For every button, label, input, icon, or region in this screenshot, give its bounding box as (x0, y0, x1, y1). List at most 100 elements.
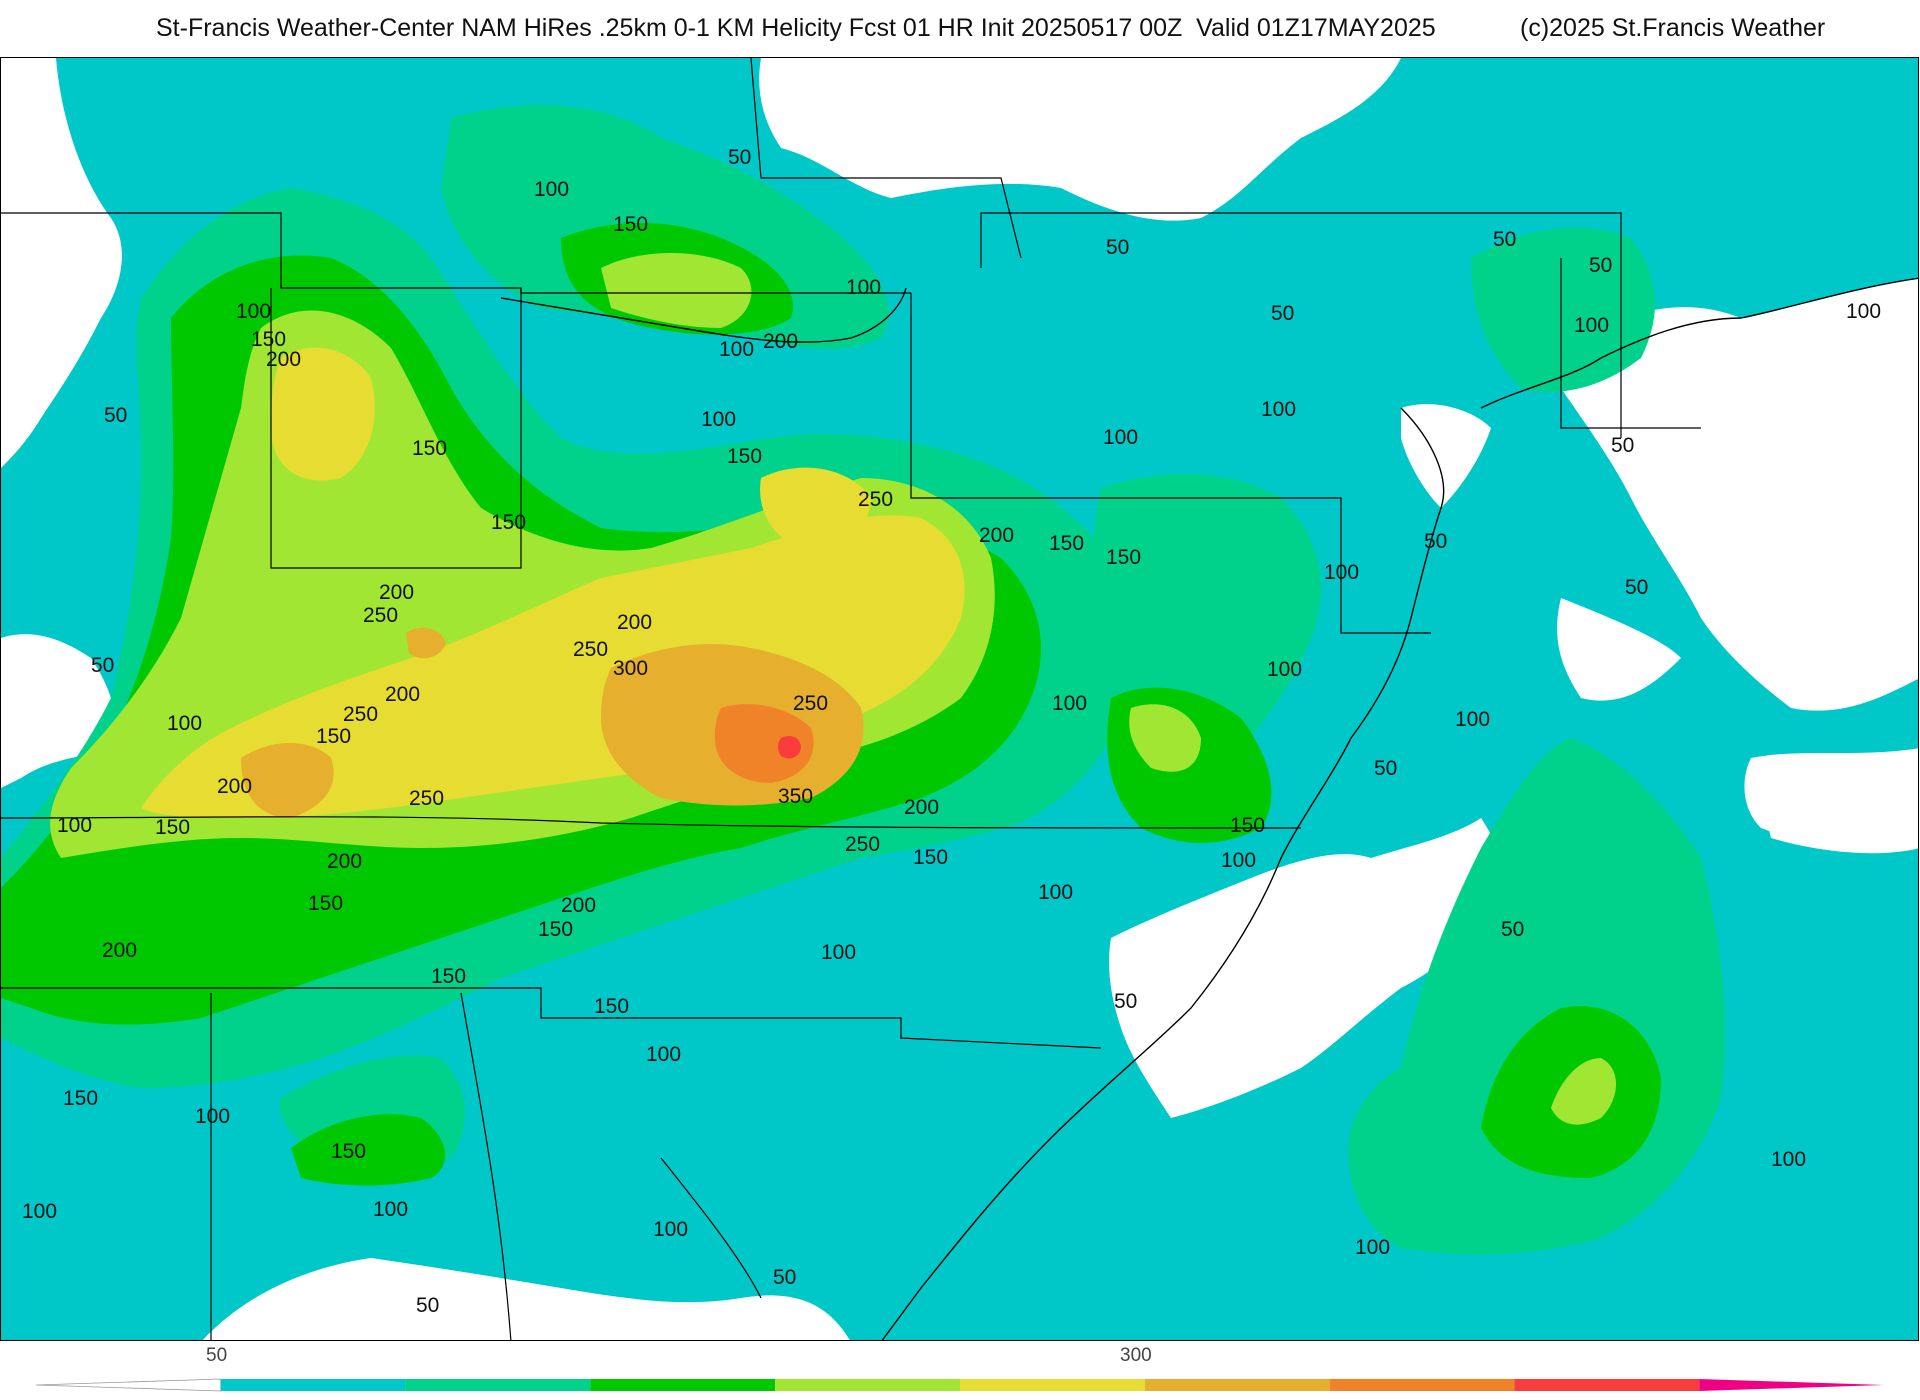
contour-label: 100 (1574, 314, 1609, 337)
contour-label: 250 (845, 833, 880, 856)
contour-label: 100 (1267, 658, 1302, 681)
contour-label: 100 (1103, 426, 1138, 449)
map-title-bar: St-Francis Weather-Center NAM HiRes .25k… (0, 14, 1920, 54)
band-300-west (241, 743, 334, 818)
contour-label: 100 (846, 276, 881, 299)
band-200-ocean (1551, 1058, 1616, 1125)
contour-label: 100 (167, 712, 202, 735)
contour-label: 100 (821, 941, 856, 964)
contour-label: 150 (251, 328, 286, 351)
contour-label: 100 (1455, 708, 1490, 731)
contour-label: 250 (363, 604, 398, 627)
contour-label: 100 (195, 1105, 230, 1128)
contour-label: 200 (561, 894, 596, 917)
colorbar-segment (405, 1379, 591, 1391)
contour-label: 50 (1106, 236, 1129, 259)
contour-label: 50 (728, 146, 751, 169)
contour-label: 150 (727, 445, 762, 468)
contour-label: 200 (379, 581, 414, 604)
border-line (1, 212, 911, 294)
contour-label: 100 (1324, 561, 1359, 584)
contour-label: 150 (412, 437, 447, 460)
contour-label: 150 (155, 816, 190, 839)
contour-label: 50 (1374, 757, 1397, 780)
contour-label: 150 (913, 846, 948, 869)
contour-label: 100 (22, 1200, 57, 1223)
contour-label: 150 (1049, 532, 1084, 555)
contour-label: 50 (416, 1294, 439, 1317)
contour-label: 150 (538, 918, 573, 941)
map-canvas: 100 50 150 100 200 100 50 50 50 50 100 1… (1, 58, 1918, 1340)
band-150-south (291, 1114, 445, 1186)
contour-label: 100 (701, 408, 736, 431)
contour-label: 100 (1771, 1148, 1806, 1171)
border-line (460, 992, 512, 1340)
contour-label: 100 (57, 814, 92, 837)
colorbar-segment (960, 1379, 1145, 1391)
contour-label: 100 (1261, 398, 1296, 421)
colorbar-segment (590, 1379, 776, 1391)
band-200-ontario (601, 253, 752, 328)
border-line (660, 1157, 762, 1299)
helicity-map: 100 50 150 100 200 100 50 50 50 50 100 1… (0, 57, 1919, 1341)
contour-label: 100 (373, 1198, 408, 1221)
contour-label: 100 (1846, 300, 1881, 323)
contour-label: 350 (778, 785, 813, 808)
contour-label: 100 (719, 338, 754, 361)
copyright-notice: (c)2025 St.Francis Weather (1520, 14, 1826, 42)
coastline-east (881, 407, 1445, 1340)
colorbar-segment (1699, 1379, 1884, 1391)
contour-label: 150 (1230, 814, 1265, 837)
contour-label: 250 (793, 692, 828, 715)
colorbar-segment (1514, 1379, 1700, 1391)
region-ocean-white-east (1761, 793, 1918, 854)
contour-label: 100 (236, 300, 271, 323)
contour-label: 100 (1038, 881, 1073, 904)
contour-label: 200 (266, 348, 301, 371)
contour-label: 200 (617, 611, 652, 634)
contour-label: 150 (594, 995, 629, 1018)
contour-label: 100 (1355, 1236, 1390, 1259)
band-400-core (778, 736, 801, 759)
coastlines (500, 277, 1918, 1340)
colorbar-segment (220, 1379, 406, 1391)
contour-label: 200 (385, 683, 420, 706)
band-100-ocean (1348, 738, 1725, 1255)
colorbar-segment (1144, 1379, 1330, 1391)
political-borders (1, 58, 1701, 1340)
contour-label: 50 (91, 654, 114, 677)
region-lt50-south (202, 1258, 850, 1340)
region-lt50-ne-coast (1561, 278, 1918, 711)
contour-label: 200 (327, 850, 362, 873)
border-line (750, 58, 1022, 259)
border-line (270, 288, 522, 569)
band-200-virginia (1129, 704, 1201, 772)
colorbar-segment (775, 1379, 960, 1391)
contour-label: 150 (308, 892, 343, 915)
contour-label: 50 (1501, 918, 1524, 941)
contour-label: 250 (858, 488, 893, 511)
band-300-ohio (406, 627, 446, 659)
colorbar-segment (35, 1378, 222, 1392)
contour-label: 100 (1221, 849, 1256, 872)
contour-label: 250 (343, 703, 378, 726)
region-lt50-chesapeake (1401, 404, 1491, 508)
contour-label: 150 (431, 965, 466, 988)
contour-label: 50 (1493, 228, 1516, 251)
contour-label: 200 (217, 775, 252, 798)
colorbar-tick-label: 300 (1120, 1345, 1152, 1366)
shading-layer (1, 58, 1918, 1340)
contour-label: 250 (409, 787, 444, 810)
contour-label: 100 (534, 178, 569, 201)
region-lt50-atlantic (1557, 598, 1681, 701)
contour-label: 150 (491, 511, 526, 534)
contour-label: 300 (613, 657, 648, 680)
band-100-newengland (1471, 227, 1655, 392)
contour-label: 150 (613, 213, 648, 236)
region-lt50-carolina-coast (1109, 818, 1505, 1118)
contour-label: 200 (763, 330, 798, 353)
contour-label: 200 (904, 796, 939, 819)
band-350-core (714, 704, 814, 783)
region-lt50-northeast (759, 58, 1401, 221)
contour-label: 150 (1106, 546, 1141, 569)
